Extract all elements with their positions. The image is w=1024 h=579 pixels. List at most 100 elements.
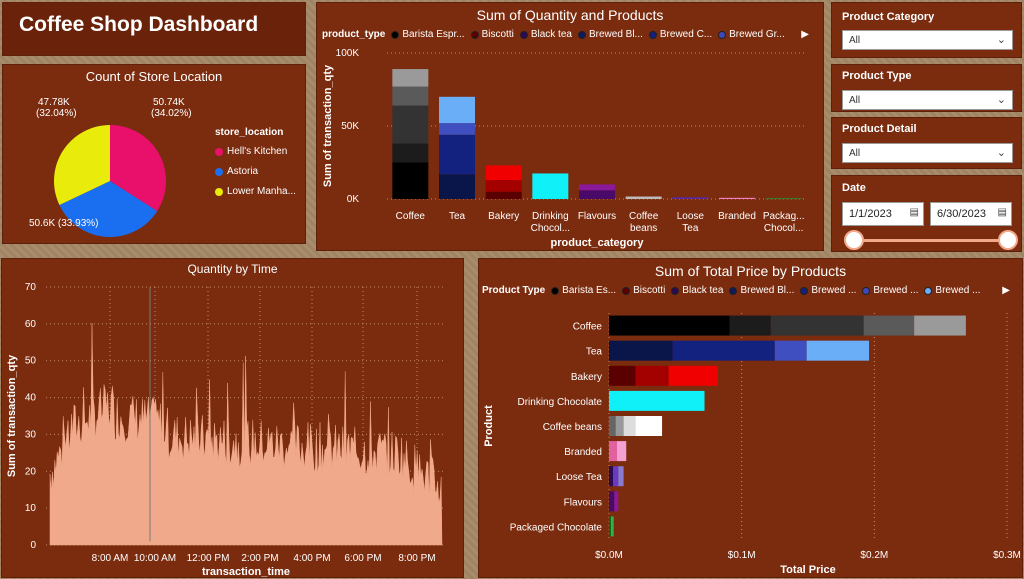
legend-item[interactable]: Hell's Kitchen [215, 146, 287, 157]
x-tick-label: beans [630, 223, 657, 234]
pie-legend-title: store_location [215, 127, 284, 138]
pie-data-label: 50.74K [153, 97, 185, 108]
bar-segment [729, 315, 771, 336]
y-tick-label: 20 [25, 466, 37, 477]
legend-dot [551, 286, 560, 295]
legend-dot [215, 187, 223, 196]
x-tick-label: Drinking [532, 211, 569, 222]
legend-dot [577, 30, 586, 39]
pie-panel: Count of Store Location 50.74K (34.02%) 50… [2, 64, 306, 244]
legend-dot [622, 286, 631, 295]
stacked-column-panel: Sum of Quantity and Products product_typ… [316, 2, 824, 251]
legend-dot [718, 30, 727, 39]
hbar-panel: Sum of Total Price by Products Product T… [478, 258, 1023, 578]
bar-segment [609, 390, 705, 411]
legend-dot [391, 30, 400, 39]
x-tick-label: Chocol... [531, 223, 570, 234]
bar-segment [609, 315, 730, 336]
calendar-icon[interactable]: ▤ [997, 207, 1007, 218]
date-slider-start-handle[interactable] [844, 230, 864, 250]
bar-segment [618, 466, 624, 487]
product-detail-dropdown[interactable]: All ⌄ [842, 143, 1013, 163]
column-segment [719, 197, 755, 199]
bar-segment [863, 315, 915, 336]
bar-segment [615, 416, 624, 436]
legend-next-icon[interactable]: ▶ [801, 29, 809, 40]
column-segment [485, 165, 522, 181]
legend-title: product_type [322, 29, 386, 40]
area-series [49, 322, 443, 546]
legend-label[interactable]: Biscotti [481, 29, 514, 40]
y-tick-label: Bakery [571, 372, 602, 383]
end-date-input[interactable]: 6/30/2023 ▤ [930, 202, 1012, 226]
legend-label[interactable]: Barista Espr... [402, 29, 465, 40]
title-panel: Coffee Shop Dashboard [2, 2, 306, 56]
calendar-icon[interactable]: ▤ [909, 207, 919, 218]
slicer-product-detail: Product Detail All ⌄ [831, 117, 1022, 169]
legend-dot [729, 286, 738, 295]
slicer-label: Product Detail [842, 123, 917, 135]
pie-data-label: 50.6K (33.93%) [29, 218, 99, 229]
x-tick-label: 4:00 PM [293, 553, 330, 564]
y-axis-label: Sum of transaction_qty [6, 354, 18, 477]
legend-dot [648, 30, 657, 39]
bar-segment [774, 340, 807, 361]
legend-label[interactable]: Brewed Bl... [740, 285, 795, 296]
bar-segment [609, 516, 611, 537]
dashboard-title: Coffee Shop Dashboard [19, 13, 259, 36]
y-tick-label: Loose Tea [556, 472, 602, 483]
legend-label: Hell's Kitchen [227, 146, 288, 157]
product-category-dropdown[interactable]: All ⌄ [842, 30, 1013, 50]
y-tick-label: 0 [30, 540, 36, 551]
stacked-column-title: Sum of Quantity and Products [476, 7, 664, 23]
column-segment [439, 174, 475, 199]
x-tick-label: Bakery [488, 211, 519, 222]
start-date-input[interactable]: 1/1/2023 ▤ [842, 202, 924, 226]
legend-item[interactable]: Astoria [215, 166, 258, 177]
bar-segment [623, 416, 636, 436]
legend-dot [470, 30, 479, 39]
legend-dot [924, 286, 933, 295]
x-tick-label: $0.0M [595, 550, 623, 561]
pie-slice [110, 125, 167, 212]
legend-label[interactable]: Brewed C... [659, 29, 713, 40]
column-segment [485, 180, 522, 192]
product-type-dropdown[interactable]: All ⌄ [842, 90, 1013, 110]
date-slider-end-handle[interactable] [998, 230, 1018, 250]
slicer-date: Date 1/1/2023 ▤ 6/30/2023 ▤ [831, 175, 1022, 252]
x-axis-label: product_category [551, 237, 645, 249]
column-segment [439, 123, 475, 135]
legend-next-icon[interactable]: ▶ [1002, 285, 1010, 296]
area-panel: Quantity by Time 0 10 20 30 40 50 60 70 8:00 AM 1… [1, 258, 464, 578]
x-tick-label: Loose [677, 211, 705, 222]
area-title: Quantity by Time [187, 262, 278, 276]
legend-label: Lower Manha... [227, 186, 296, 197]
legend-label[interactable]: Black tea [682, 285, 724, 296]
y-axis-label: Sum of transaction_qty [322, 64, 334, 187]
area-chart: 0 10 20 30 40 50 60 70 8:00 AM 10:00 AM 12:00 PM 2:… [6, 282, 444, 577]
legend-label[interactable]: Brewed Gr... [729, 29, 785, 40]
legend-label[interactable]: Biscotti [633, 285, 666, 296]
legend-item[interactable]: Lower Manha... [215, 186, 296, 197]
legend-label[interactable]: Barista Es... [562, 285, 617, 296]
legend-dot [519, 30, 528, 39]
legend-label[interactable]: Black tea [530, 29, 572, 40]
legend-label: Astoria [227, 166, 259, 177]
legend-label[interactable]: Brewed Bl... [588, 29, 643, 40]
y-tick-label: Coffee beans [543, 422, 602, 433]
legend-dot [800, 286, 809, 295]
bar-segment [635, 416, 663, 436]
legend-label[interactable]: Brewed ... [873, 285, 919, 296]
bar-segment [609, 466, 613, 487]
pie-data-label: (34.02%) [151, 108, 192, 119]
pie-data-label: (32.04%) [36, 108, 77, 119]
legend-label[interactable]: Brewed ... [811, 285, 857, 296]
pie-data-label: 47.78K [38, 97, 70, 108]
legend-dot [862, 286, 871, 295]
slicer-label: Product Type [842, 70, 912, 82]
y-tick-label: Packaged Chocolate [510, 522, 603, 533]
dropdown-value: All [849, 148, 861, 159]
bar-segment [610, 516, 614, 537]
legend-label[interactable]: Brewed ... [935, 285, 981, 296]
bar-segment [609, 491, 615, 512]
